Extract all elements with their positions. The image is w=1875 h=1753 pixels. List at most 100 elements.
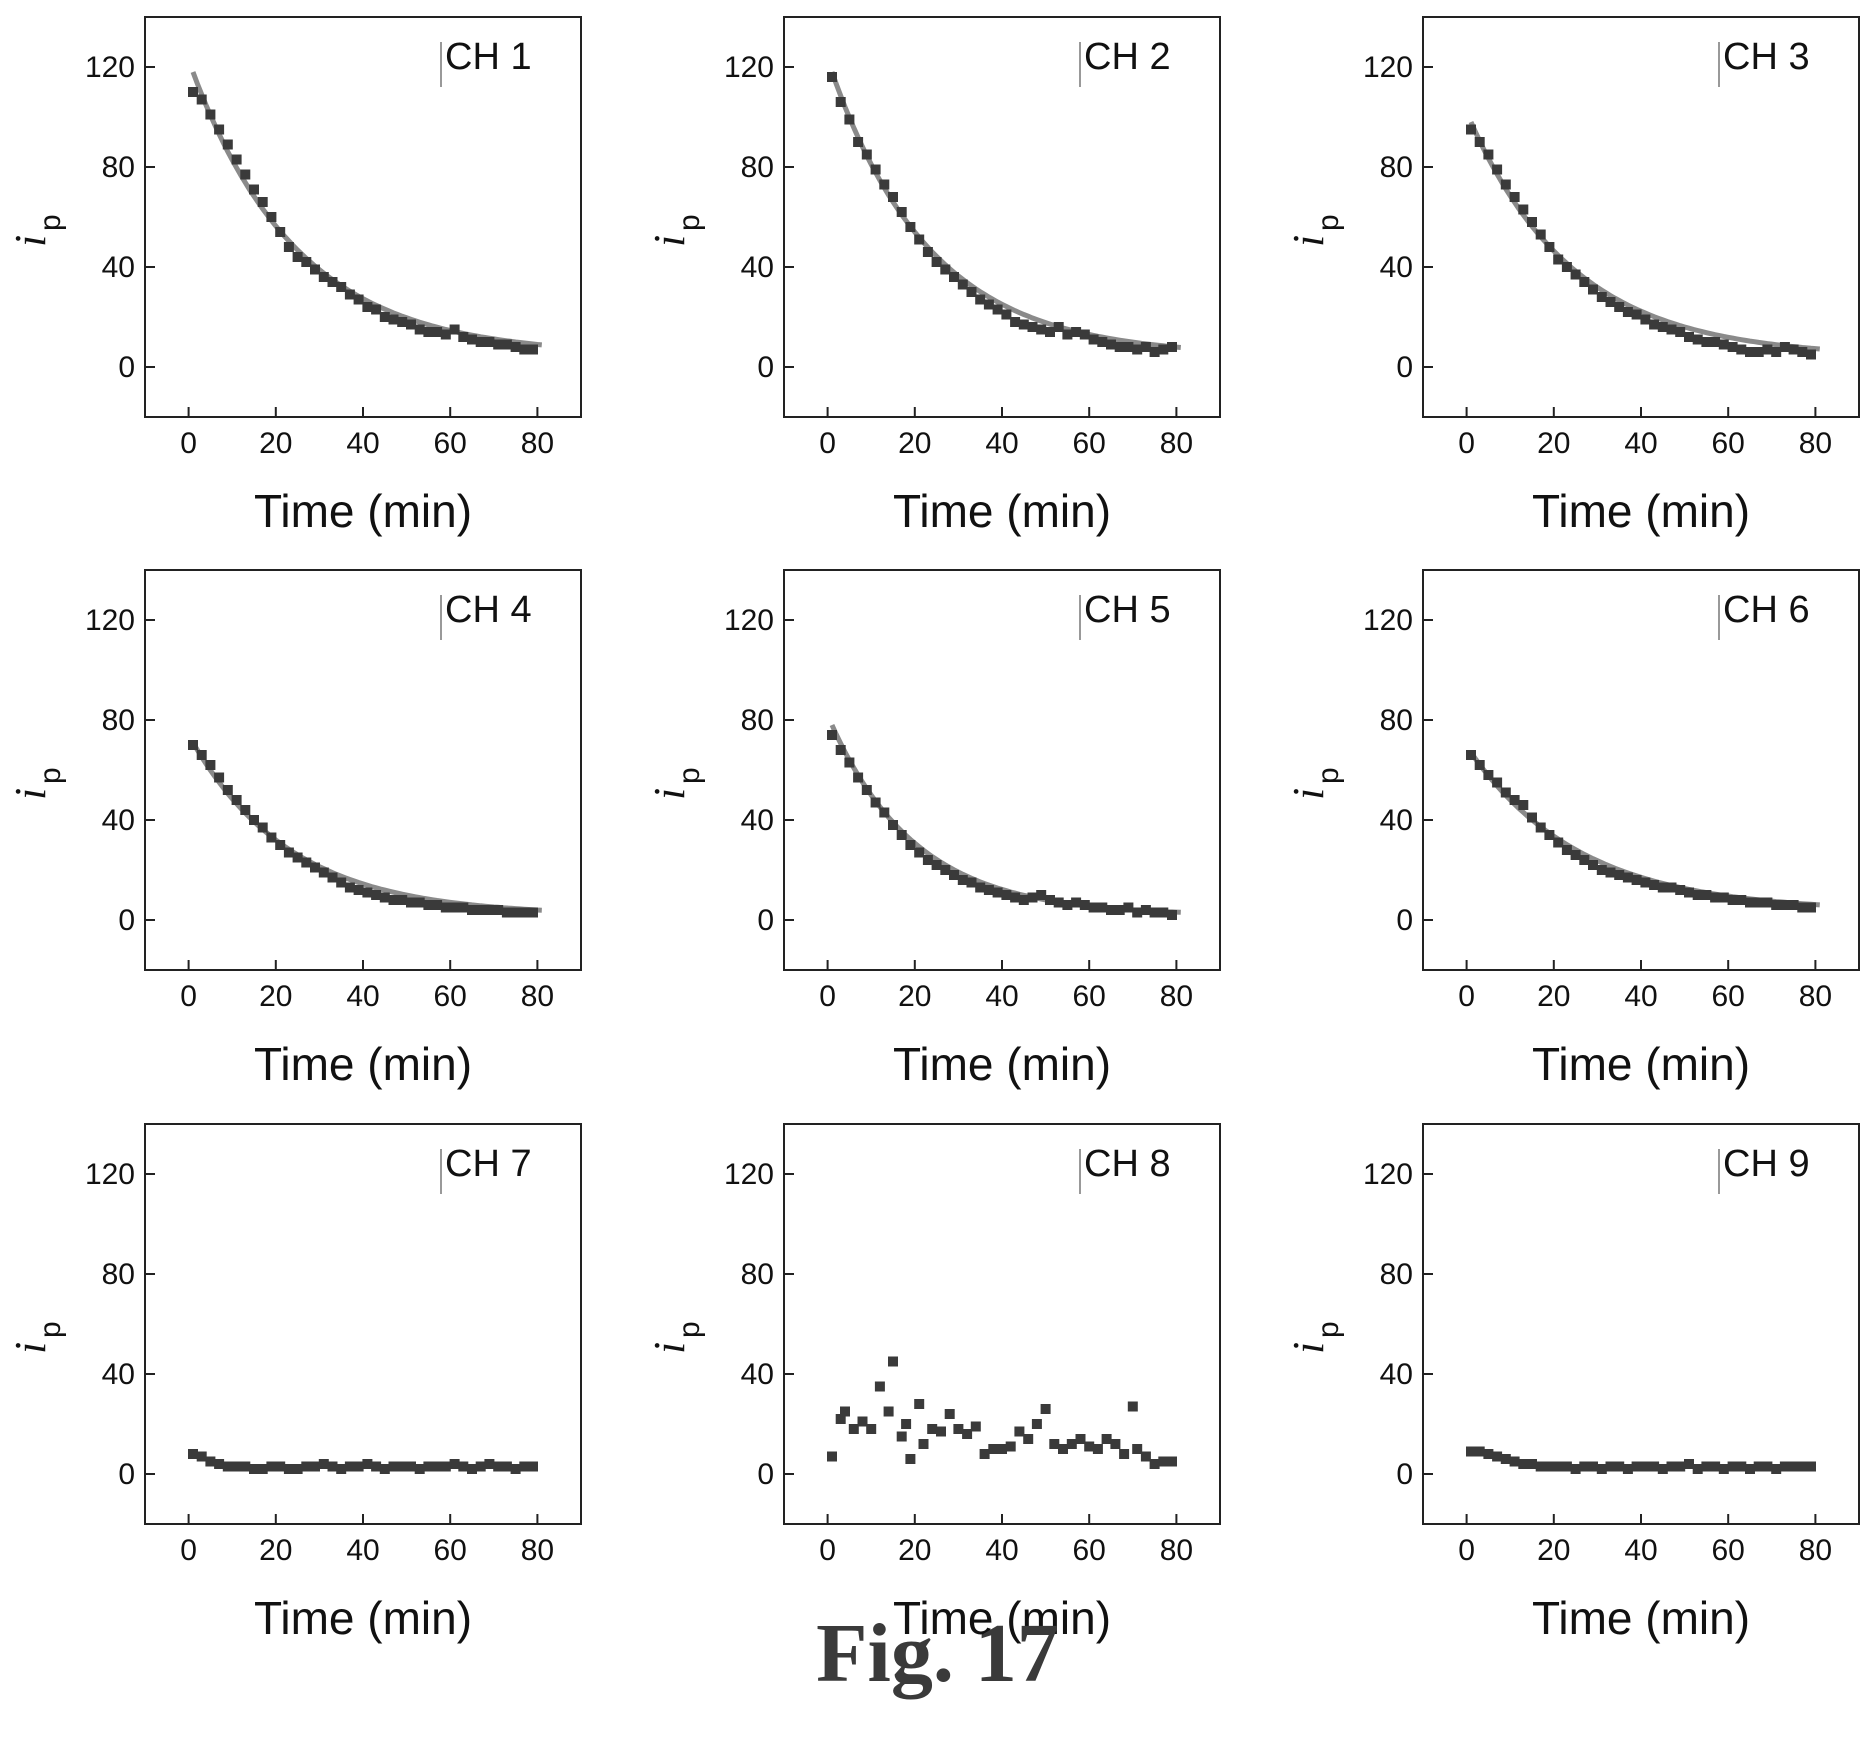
data-point	[1640, 877, 1651, 888]
data-point	[1745, 897, 1755, 908]
y-axis-label: ip	[645, 214, 706, 247]
x-tick-label: 80	[1799, 1534, 1832, 1567]
x-tick-label: 0	[819, 427, 836, 460]
data-point	[997, 1444, 1007, 1454]
data-point	[493, 1461, 504, 1472]
data-point	[1079, 329, 1090, 340]
data-point	[344, 882, 355, 893]
data-point	[1023, 1434, 1034, 1444]
x-tick-label: 20	[898, 980, 931, 1013]
data-point	[1527, 217, 1537, 227]
chart-panel: 0 20 40 60 80 0 40 80 120 Time (min) ip CH 3	[1284, 16, 1860, 537]
data-point	[1588, 860, 1598, 870]
data-point	[844, 757, 855, 768]
y-axis-label-subscript: p	[1312, 1321, 1345, 1338]
panel-title: CH 1	[445, 36, 532, 78]
data-point	[222, 785, 233, 795]
y-tick-label: 120	[85, 1158, 135, 1191]
data-point	[371, 304, 382, 315]
data-point	[344, 289, 355, 300]
data-point	[1474, 1446, 1485, 1457]
data-point	[519, 907, 530, 918]
data-point	[1736, 1461, 1747, 1472]
data-point	[1018, 895, 1029, 905]
data-point	[257, 1464, 268, 1474]
data-point	[962, 1429, 973, 1439]
data-point	[379, 892, 390, 903]
data-point	[458, 1461, 469, 1472]
y-tick-label: 80	[741, 1258, 774, 1291]
data-point	[379, 312, 390, 322]
data-point	[310, 862, 320, 873]
data-point	[1062, 900, 1073, 910]
y-tick-label: 40	[1380, 804, 1413, 837]
y-tick-label: 0	[118, 1458, 135, 1491]
data-point	[222, 139, 233, 150]
data-point	[406, 1461, 416, 1472]
data-point	[857, 1416, 868, 1427]
data-point	[1483, 149, 1494, 160]
data-point	[1561, 1461, 1572, 1472]
data-point	[1544, 1461, 1555, 1472]
data-point	[1657, 1464, 1668, 1474]
data-point	[475, 337, 486, 347]
data-point	[1001, 890, 1012, 900]
chart-panel: 0 20 40 60 80 0 40 80 120 Time (min) ip CH 6	[1284, 569, 1860, 1090]
data-point	[957, 875, 968, 885]
data-point	[379, 1464, 390, 1474]
x-tick-label: 40	[1624, 1534, 1657, 1567]
data-point	[966, 287, 977, 297]
data-point	[1114, 342, 1125, 352]
data-point	[888, 192, 898, 202]
data-point	[1771, 347, 1782, 357]
x-tick-label: 80	[1799, 427, 1832, 460]
data-point	[1596, 1464, 1607, 1474]
x-tick-label: 0	[819, 980, 836, 1013]
data-point	[188, 1449, 198, 1459]
data-point	[362, 887, 373, 898]
data-point	[883, 1406, 894, 1417]
data-point	[406, 897, 416, 908]
data-point	[1045, 327, 1055, 337]
data-point	[214, 1459, 225, 1469]
data-point	[240, 1461, 251, 1472]
data-point	[927, 1424, 938, 1434]
data-point	[979, 1449, 990, 1459]
data-point	[1570, 269, 1581, 280]
data-point	[853, 772, 864, 783]
y-tick-label: 120	[724, 604, 774, 637]
y-axis-label: ip	[1284, 767, 1345, 800]
x-axis-label: Time (min)	[254, 1038, 472, 1090]
data-point	[188, 87, 198, 97]
data-point	[257, 197, 268, 207]
panel-title: CH 8	[1084, 1143, 1171, 1185]
data-point	[1561, 845, 1572, 855]
data-point	[905, 222, 916, 232]
data-point	[283, 847, 294, 858]
x-tick-label: 80	[1160, 980, 1193, 1013]
data-point	[1553, 837, 1564, 848]
data-point	[1132, 1444, 1143, 1454]
y-tick-label: 0	[118, 351, 135, 384]
data-point	[1492, 164, 1503, 175]
y-axis-label-subscript: p	[1312, 214, 1345, 231]
data-point	[318, 867, 329, 878]
chart-panel: 0 20 40 60 80 0 40 80 120 Time (min) ip CH 4	[6, 569, 582, 1090]
data-point	[1806, 902, 1816, 913]
y-axis-label-subscript: p	[1312, 767, 1345, 784]
y-tick-label: 0	[757, 904, 774, 937]
data-point	[1010, 317, 1021, 327]
data-point	[1727, 895, 1738, 905]
data-point	[440, 902, 451, 913]
data-point	[914, 234, 925, 245]
data-point	[266, 1461, 277, 1472]
data-point	[1771, 900, 1782, 910]
y-tick-label: 0	[1396, 1458, 1413, 1491]
data-point	[1518, 1459, 1529, 1469]
data-point	[966, 877, 977, 888]
x-tick-label: 80	[1160, 1534, 1193, 1567]
data-point	[388, 314, 399, 325]
data-point	[861, 785, 872, 795]
data-point	[1605, 1461, 1616, 1472]
